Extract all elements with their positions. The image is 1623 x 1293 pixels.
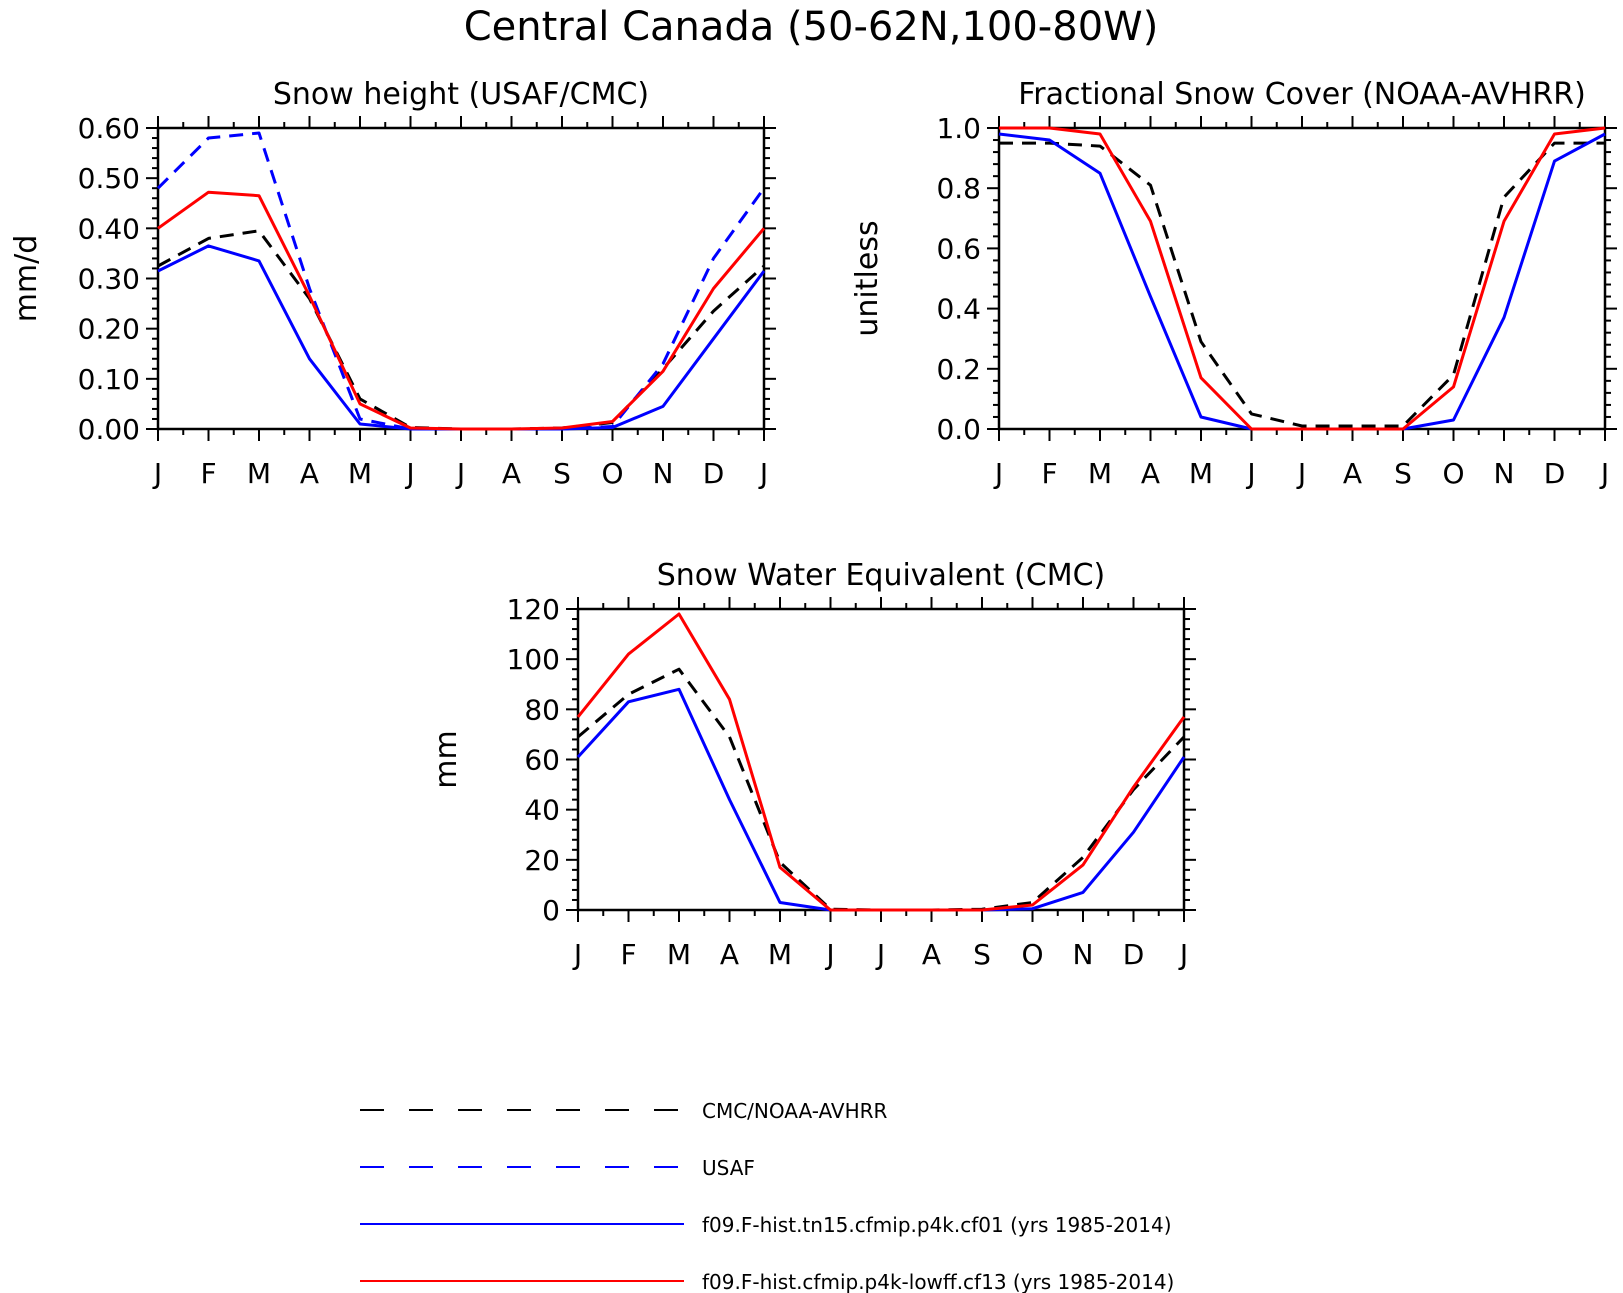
x-tick-label: J	[1296, 457, 1306, 490]
y-axis-label: mm/d	[9, 235, 44, 323]
series-line-3	[999, 126, 1606, 431]
y-tick-label: 0.6	[936, 232, 981, 265]
y-tick-label: 0	[542, 894, 560, 927]
y-axis-label: mm	[429, 730, 464, 788]
x-tick-label: A	[1141, 457, 1160, 490]
panel-title: Fractional Snow Cover (NOAA-AVHRR)	[1018, 77, 1586, 112]
x-tick-label: S	[973, 938, 991, 971]
y-tick-label: 0.30	[78, 263, 140, 296]
x-tick-label: J	[1245, 457, 1255, 490]
legend-label-4: f09.F-hist.cfmip.p4k-lowff.cf13 (yrs 198…	[702, 1270, 1174, 1293]
x-tick-label: N	[1073, 938, 1094, 971]
x-tick-label: S	[553, 457, 571, 490]
x-tick-label: J	[572, 938, 582, 971]
y-tick-label: 0.00	[78, 413, 140, 446]
x-tick-label: M	[768, 938, 792, 971]
x-tick-label: M	[667, 938, 691, 971]
y-tick-label: 0.50	[78, 162, 140, 195]
x-tick-label: D	[703, 457, 725, 490]
panel-title: Snow height (USAF/CMC)	[273, 77, 649, 112]
y-tick-label: 60	[524, 744, 560, 777]
series-line-2	[576, 687, 1186, 912]
x-tick-label: M	[348, 457, 372, 490]
series-line-2	[156, 131, 766, 431]
y-tick-label: 0.0	[936, 413, 981, 446]
y-tick-label: 0.40	[78, 212, 140, 245]
y-tick-label: 1.0	[936, 112, 981, 145]
x-tick-label: D	[1544, 457, 1566, 490]
y-tick-label: 0.20	[78, 313, 140, 346]
y-tick-label: 100	[507, 643, 560, 676]
series-line-1	[157, 229, 765, 431]
y-tick-label: 0.2	[936, 353, 981, 386]
x-tick-label: D	[1123, 938, 1145, 971]
y-tick-label: 0.8	[936, 172, 981, 205]
x-tick-label: A	[922, 938, 941, 971]
x-tick-label: J	[875, 938, 885, 971]
x-tick-label: F	[200, 457, 216, 490]
x-tick-label: O	[1442, 457, 1464, 490]
x-tick-label: M	[1088, 457, 1112, 490]
x-tick-label: N	[653, 457, 674, 490]
chart-panel-2: J F M A M J J A S O N D J0.00.20.40.60.81.0Fractiona…	[850, 77, 1617, 490]
y-tick-label: 0.10	[78, 363, 140, 396]
series-line-4	[157, 190, 766, 431]
x-tick-label: F	[620, 938, 636, 971]
panel-title: Snow Water Equivalent (CMC)	[657, 558, 1105, 593]
x-tick-label: J	[993, 457, 1003, 490]
y-tick-label: 0.60	[78, 112, 140, 145]
plot-frame	[997, 126, 1607, 431]
x-tick-label: J	[404, 457, 414, 490]
x-tick-label: J	[1599, 457, 1609, 490]
x-tick-label: M	[247, 457, 271, 490]
plot-frame	[156, 126, 766, 431]
y-tick-label: 20	[524, 844, 560, 877]
x-tick-label: A	[300, 457, 319, 490]
legend-label-1: CMC/NOAA-AVHRR	[702, 1099, 888, 1123]
x-tick-label: S	[1394, 457, 1412, 490]
y-tick-label: 80	[524, 693, 560, 726]
x-tick-label: J	[1178, 938, 1188, 971]
series-line-2	[998, 132, 1606, 431]
legend-label-3: f09.F-hist.tn15.cfmip.p4k.cf01 (yrs 1985…	[702, 1213, 1172, 1237]
x-tick-label: M	[1189, 457, 1213, 490]
x-tick-label: A	[720, 938, 739, 971]
x-tick-label: A	[502, 457, 521, 490]
series-line-3	[157, 244, 766, 431]
legend-label-2: USAF	[702, 1156, 755, 1180]
y-axis-label: unitless	[850, 220, 885, 336]
series-line-3	[576, 612, 1186, 912]
series-line-1	[999, 141, 1605, 428]
x-tick-label: F	[1041, 457, 1057, 490]
chart-panel-1: J F M A M J J A S O N D J0.000.100.200.300.400.500.6…	[9, 77, 776, 490]
x-tick-label: J	[455, 457, 465, 490]
series-line-1	[577, 667, 1186, 912]
y-tick-label: 0.4	[936, 293, 981, 326]
y-tick-label: 40	[524, 794, 560, 827]
x-tick-label: O	[601, 457, 623, 490]
plot-frame	[576, 607, 1186, 912]
x-tick-label: J	[824, 938, 834, 971]
x-tick-label: J	[758, 457, 768, 490]
y-tick-label: 120	[507, 593, 560, 626]
x-tick-label: J	[152, 457, 162, 490]
x-tick-label: O	[1021, 938, 1043, 971]
x-tick-label: A	[1343, 457, 1362, 490]
figure-title: Central Canada (50-62N,100-80W)	[464, 4, 1159, 50]
x-tick-label: N	[1494, 457, 1515, 490]
